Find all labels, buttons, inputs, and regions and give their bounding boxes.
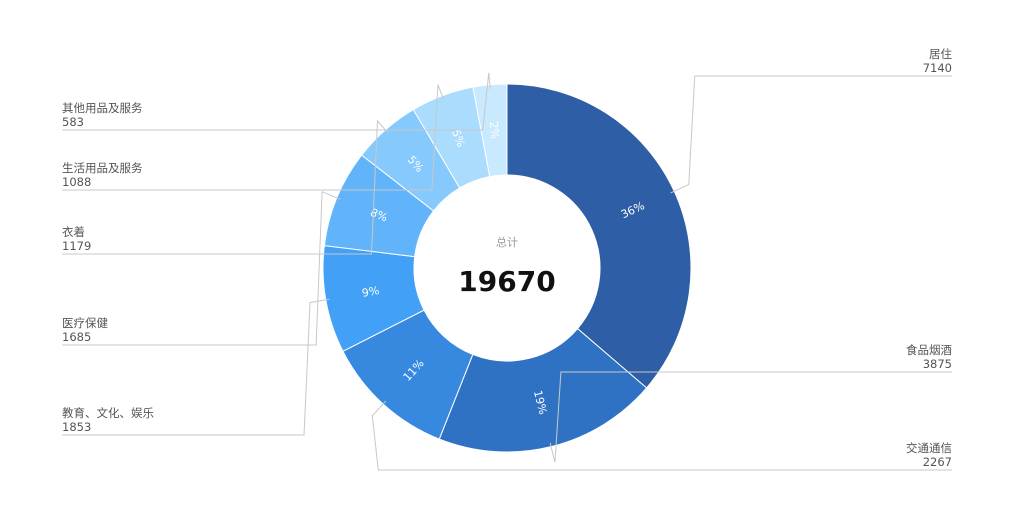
- label-value-other-goods-services: 583: [62, 115, 84, 129]
- percent-label-food-tobacco-liquor: 19%: [531, 389, 549, 416]
- label-name-clothing: 衣着: [62, 225, 85, 239]
- leader-line-clothing: [62, 119, 389, 255]
- leader-lines-layer: [62, 72, 952, 471]
- label-name-healthcare: 医疗保健: [62, 316, 108, 330]
- slice-other-goods-services[interactable]: [472, 83, 508, 178]
- label-name-transport-communication: 交通通信: [906, 441, 952, 455]
- label-name-education-culture-entertainment: 教育、文化、娱乐: [62, 406, 154, 420]
- slices-layer: [322, 83, 692, 453]
- leader-line-food-tobacco-liquor: [549, 371, 952, 463]
- label-value-transport-communication: 2267: [923, 455, 952, 469]
- label-name-residence: 居住: [929, 47, 952, 61]
- leader-line-education-culture-entertainment: [62, 298, 330, 436]
- label-value-healthcare: 1685: [62, 330, 91, 344]
- leader-line-transport-communication: [371, 400, 952, 471]
- label-value-residence: 7140: [923, 61, 952, 75]
- leader-line-residence: [670, 75, 952, 194]
- leader-line-household-goods-services: [62, 84, 445, 191]
- center-total: 19670: [458, 265, 555, 298]
- leader-line-other-goods-services: [62, 72, 491, 131]
- percent-label-education-culture-entertainment: 9%: [361, 284, 380, 300]
- label-name-food-tobacco-liquor: 食品烟酒: [906, 343, 952, 357]
- label-value-education-culture-entertainment: 1853: [62, 420, 91, 434]
- label-name-other-goods-services: 其他用品及服务: [62, 101, 143, 115]
- label-value-household-goods-services: 1088: [62, 175, 91, 189]
- donut-center: 总计 19670: [458, 235, 555, 298]
- leader-line-healthcare: [62, 190, 341, 346]
- percent-label-other-goods-services: 2%: [487, 121, 502, 140]
- percent-label-household-goods-services: 5%: [449, 128, 467, 149]
- label-value-food-tobacco-liquor: 3875: [923, 357, 952, 371]
- label-value-clothing: 1179: [62, 239, 91, 253]
- label-name-household-goods-services: 生活用品及服务: [62, 161, 143, 175]
- center-caption: 总计: [496, 235, 518, 249]
- slice-food-tobacco-liquor[interactable]: [438, 327, 648, 453]
- slice-residence[interactable]: [506, 83, 692, 389]
